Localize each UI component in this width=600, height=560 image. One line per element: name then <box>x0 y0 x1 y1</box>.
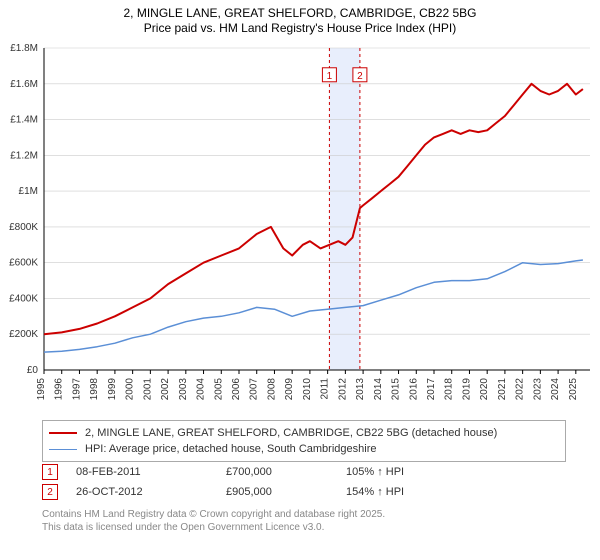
legend-box: 2, MINGLE LANE, GREAT SHELFORD, CAMBRIDG… <box>42 420 566 462</box>
svg-text:1995: 1995 <box>36 378 47 401</box>
svg-text:2012: 2012 <box>337 378 348 401</box>
svg-text:£400K: £400K <box>9 293 38 304</box>
svg-text:2024: 2024 <box>550 378 561 401</box>
svg-text:2: 2 <box>357 71 363 82</box>
svg-text:1998: 1998 <box>89 378 100 401</box>
svg-text:£1.8M: £1.8M <box>10 43 38 54</box>
svg-text:2001: 2001 <box>142 378 153 401</box>
svg-text:2022: 2022 <box>515 378 526 401</box>
svg-text:2008: 2008 <box>266 378 277 401</box>
svg-text:2006: 2006 <box>231 378 242 401</box>
svg-text:2007: 2007 <box>249 378 260 401</box>
svg-text:2002: 2002 <box>160 378 171 401</box>
svg-text:1996: 1996 <box>54 378 65 401</box>
legend-row: 2, MINGLE LANE, GREAT SHELFORD, CAMBRIDG… <box>49 425 559 441</box>
legend-row: HPI: Average price, detached house, Sout… <box>49 441 559 457</box>
events-block: 1 08-FEB-2011£700,000105% ↑ HPI 2 26-OCT-20… <box>42 462 466 502</box>
title-line-2: Price paid vs. HM Land Registry's House … <box>0 21 600 36</box>
svg-text:2004: 2004 <box>196 378 207 401</box>
svg-text:2017: 2017 <box>426 378 437 401</box>
svg-text:1: 1 <box>327 71 333 82</box>
event-marker: 2 <box>42 484 58 500</box>
event-marker: 1 <box>42 464 58 480</box>
title-block: 2, MINGLE LANE, GREAT SHELFORD, CAMBRIDG… <box>0 0 600 36</box>
chart-svg: £0 £200K £400K £600K £800K £1M £1.2M £1.4M £1.6M… <box>0 40 600 410</box>
svg-text:2025: 2025 <box>568 378 579 401</box>
svg-text:1999: 1999 <box>107 378 118 401</box>
event-row: 1 08-FEB-2011£700,000105% ↑ HPI <box>42 462 466 482</box>
svg-text:2005: 2005 <box>213 378 224 401</box>
event-price: £905,000 <box>226 486 346 498</box>
title-line-1: 2, MINGLE LANE, GREAT SHELFORD, CAMBRIDG… <box>0 6 600 21</box>
svg-text:£600K: £600K <box>9 258 38 269</box>
svg-text:£1.4M: £1.4M <box>10 115 38 126</box>
footer-block: Contains HM Land Registry data © Crown c… <box>42 508 385 534</box>
svg-text:2010: 2010 <box>302 378 313 401</box>
svg-text:2014: 2014 <box>373 378 384 401</box>
svg-text:£800K: £800K <box>9 222 38 233</box>
svg-text:2009: 2009 <box>284 378 295 401</box>
svg-text:2020: 2020 <box>479 378 490 401</box>
svg-text:2011: 2011 <box>320 378 331 400</box>
footer-line-1: Contains HM Land Registry data © Crown c… <box>42 508 385 521</box>
svg-text:2013: 2013 <box>355 378 366 401</box>
chart-container: 2, MINGLE LANE, GREAT SHELFORD, CAMBRIDG… <box>0 0 600 560</box>
svg-text:£200K: £200K <box>9 329 38 340</box>
svg-text:2018: 2018 <box>444 378 455 401</box>
event-date: 26-OCT-2012 <box>76 486 226 498</box>
svg-text:2016: 2016 <box>408 378 419 401</box>
event-hpi: 105% ↑ HPI <box>346 466 466 478</box>
svg-text:2003: 2003 <box>178 378 189 401</box>
svg-text:£1.6M: £1.6M <box>10 79 38 90</box>
legend-label: 2, MINGLE LANE, GREAT SHELFORD, CAMBRIDG… <box>85 427 497 439</box>
svg-text:£1M: £1M <box>19 186 38 197</box>
svg-text:2019: 2019 <box>461 378 472 401</box>
event-price: £700,000 <box>226 466 346 478</box>
event-row: 2 26-OCT-2012£905,000154% ↑ HPI <box>42 482 466 502</box>
legend-swatch <box>49 449 77 450</box>
footer-line-2: This data is licensed under the Open Gov… <box>42 521 385 534</box>
svg-text:2023: 2023 <box>532 378 543 401</box>
svg-text:2021: 2021 <box>497 378 508 401</box>
chart-area: £0 £200K £400K £600K £800K £1M £1.2M £1.4M £1.6M… <box>0 40 600 410</box>
svg-text:1997: 1997 <box>71 378 82 401</box>
svg-text:£0: £0 <box>27 365 39 376</box>
svg-text:2000: 2000 <box>125 378 136 401</box>
svg-text:£1.2M: £1.2M <box>10 150 38 161</box>
legend-swatch <box>49 432 77 434</box>
svg-text:2015: 2015 <box>391 378 402 401</box>
event-date: 08-FEB-2011 <box>76 466 226 478</box>
legend-label: HPI: Average price, detached house, Sout… <box>85 443 376 455</box>
event-hpi: 154% ↑ HPI <box>346 486 466 498</box>
